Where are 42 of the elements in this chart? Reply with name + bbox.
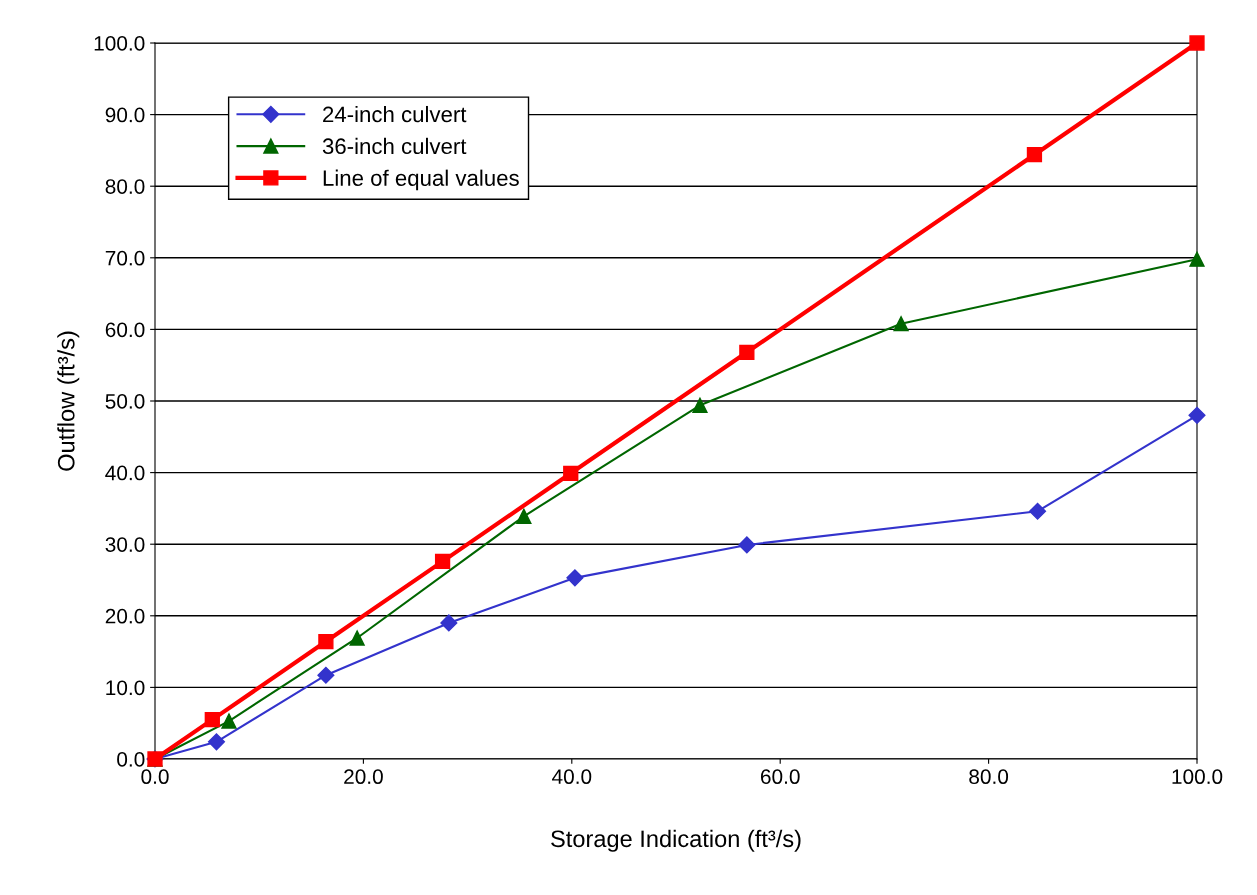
point (318, 633, 334, 650)
y-tick-label: 100.0 (94, 36, 145, 51)
point (317, 666, 335, 684)
point (516, 508, 532, 524)
x-tick-label: 100.0 (1172, 769, 1223, 785)
point (739, 344, 755, 360)
point (738, 536, 756, 554)
x-tick-label: 80.0 (969, 769, 1009, 785)
y-tick-label: 10.0 (106, 680, 145, 696)
y-tick-label: 40.0 (105, 465, 145, 481)
legend-label: 36-inch culvert (322, 137, 467, 155)
point (440, 614, 458, 632)
point (1029, 502, 1047, 520)
x-tick-label: 60.0 (760, 769, 800, 785)
point (1188, 406, 1206, 424)
x-axis-title: Storage Indication (ft³/s) (551, 829, 801, 852)
point (1189, 251, 1205, 267)
y-tick-label: 60.0 (105, 322, 145, 338)
y-tick-label: 20.0 (105, 608, 145, 624)
point (566, 569, 584, 587)
point (893, 316, 909, 332)
point (1026, 147, 1043, 163)
point (204, 711, 220, 728)
point (1189, 35, 1205, 51)
point (221, 713, 237, 729)
point (692, 397, 708, 413)
point (434, 553, 451, 570)
y-tick-label: 50.0 (105, 394, 145, 409)
y-tick-label: 90.0 (105, 107, 145, 123)
y-tick-label: 70.0 (105, 250, 145, 266)
point (563, 465, 579, 481)
x-tick-label: 20.0 (344, 769, 383, 785)
y-tick-label: 80.0 (105, 179, 145, 194)
x-tick-label: 40.0 (552, 769, 592, 785)
legend-label: Line of equal values (323, 169, 519, 191)
y-tick-label: 0.0 (117, 752, 145, 767)
y-tick-label: 30.0 (105, 537, 145, 552)
point (207, 733, 226, 751)
point (349, 630, 365, 646)
x-tick-label: 0.0 (141, 769, 169, 785)
y-axis-title: Outflow (ft³/s) (57, 331, 80, 471)
legend-label: 24-inch culvert (323, 105, 467, 123)
